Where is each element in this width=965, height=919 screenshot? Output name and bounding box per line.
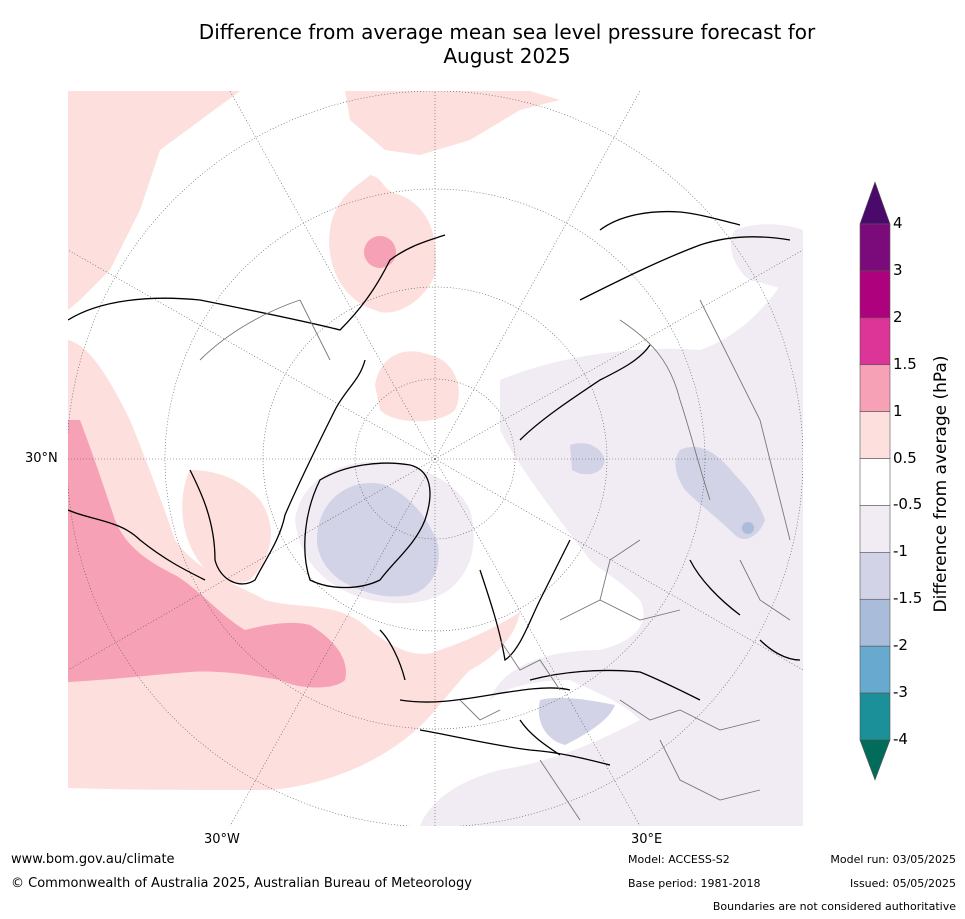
region-greenland-low	[316, 483, 439, 597]
colorbar-segment	[859, 645, 891, 694]
colorbar-segment	[859, 598, 891, 647]
region-atlantic-ridge	[68, 340, 520, 790]
colorbar-tick-label: -1.5	[893, 589, 923, 608]
colorbar-tick-label: -2	[893, 636, 908, 655]
colorbar-top-arrow	[859, 181, 891, 225]
region-eurasia-negative	[420, 250, 803, 826]
region-mediterranean-low	[538, 697, 615, 745]
colorbar	[859, 181, 891, 781]
footer-base-period: Base period: 1981-2018	[628, 877, 761, 890]
colorbar-segment	[859, 692, 891, 741]
colorbar-segment	[859, 505, 891, 553]
colorbar-tick-label: 0.5	[893, 448, 917, 467]
country-boundaries	[199, 299, 791, 821]
region-asia-low	[675, 446, 765, 540]
footer-model-run: Model run: 03/05/2025	[830, 853, 956, 866]
colorbar-tick-label: 3	[893, 260, 903, 279]
colorbar-tick-label: 1	[893, 401, 903, 420]
region-pacific-positive	[68, 91, 240, 310]
title-line-1: Difference from average mean sea level p…	[198, 20, 816, 44]
colorbar-tick-label: 2	[893, 307, 903, 326]
lon-30e-label: 30°E	[631, 832, 663, 847]
map-area	[68, 91, 803, 826]
lat-30n-label: 30°N	[25, 451, 58, 466]
colorbar-tick-label: 1.5	[893, 354, 917, 373]
colorbar-title: Difference from average (hPa)	[931, 355, 951, 613]
colorbar-segment	[859, 552, 891, 600]
lon-30w-label: 30°W	[204, 832, 240, 847]
coastlines	[68, 210, 801, 766]
colorbar-segment	[859, 317, 891, 366]
title-line-2: August 2025	[443, 44, 571, 68]
footer-copyright: © Commonwealth of Australia 2025, Austra…	[11, 876, 472, 891]
colorbar-segment	[859, 364, 891, 412]
region-scandinavia-low	[570, 443, 605, 475]
colorbar-segment	[859, 270, 891, 319]
colorbar-segment	[859, 223, 891, 272]
footer-website: www.bom.gov.au/climate	[11, 852, 175, 867]
footer-model: Model: ACCESS-S2	[628, 853, 730, 866]
colorbar-tick-label: -4	[893, 730, 908, 748]
colorbar-tick-label: 4	[893, 214, 903, 232]
region-lake-low	[742, 522, 754, 534]
meridians	[68, 91, 803, 826]
colorbar-tick-label: -3	[893, 683, 908, 702]
region-bering-high	[364, 236, 396, 268]
region-north-atlantic-high	[68, 420, 346, 688]
colorbar-segment	[859, 458, 891, 506]
chart-title: Difference from average mean sea level p…	[0, 20, 965, 68]
colorbar-segment	[859, 411, 891, 459]
colorbar-tick-label: -1	[893, 542, 908, 561]
region-arctic-positive	[375, 351, 459, 422]
footer-disclaimer: Boundaries are not considered authoritat…	[712, 900, 956, 913]
region-north-pole-positive	[345, 91, 560, 155]
footer-issued: Issued: 05/05/2025	[849, 877, 956, 890]
colorbar-tick-label: -0.5	[893, 495, 923, 514]
colorbar-segments	[859, 223, 891, 741]
region-siberia-negative	[730, 224, 803, 300]
region-canada-positive	[182, 470, 271, 584]
colorbar-bottom-arrow	[859, 739, 891, 781]
